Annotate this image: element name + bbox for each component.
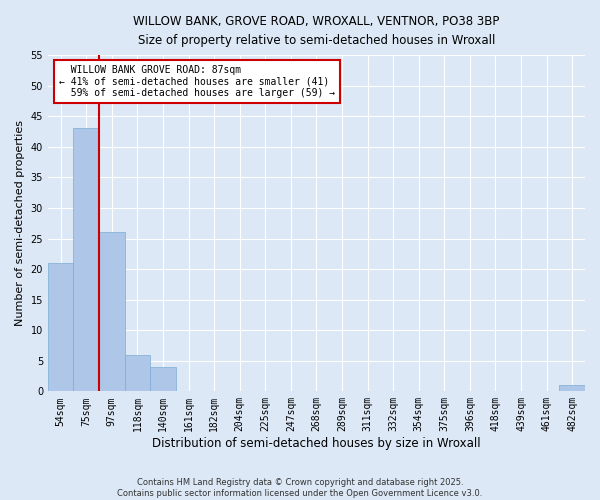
Bar [150, 367, 176, 392]
Text: Contains HM Land Registry data © Crown copyright and database right 2025.
Contai: Contains HM Land Registry data © Crown c… [118, 478, 482, 498]
X-axis label: Distribution of semi-detached houses by size in Wroxall: Distribution of semi-detached houses by … [152, 437, 481, 450]
Bar [559, 385, 585, 392]
Bar [99, 232, 125, 392]
Y-axis label: Number of semi-detached properties: Number of semi-detached properties [15, 120, 25, 326]
Bar [48, 263, 73, 392]
Bar [73, 128, 99, 392]
Bar [125, 354, 150, 392]
Title: WILLOW BANK, GROVE ROAD, WROXALL, VENTNOR, PO38 3BP
Size of property relative to: WILLOW BANK, GROVE ROAD, WROXALL, VENTNO… [133, 15, 500, 47]
Text: WILLOW BANK GROVE ROAD: 87sqm
← 41% of semi-detached houses are smaller (41)
  5: WILLOW BANK GROVE ROAD: 87sqm ← 41% of s… [59, 65, 335, 98]
